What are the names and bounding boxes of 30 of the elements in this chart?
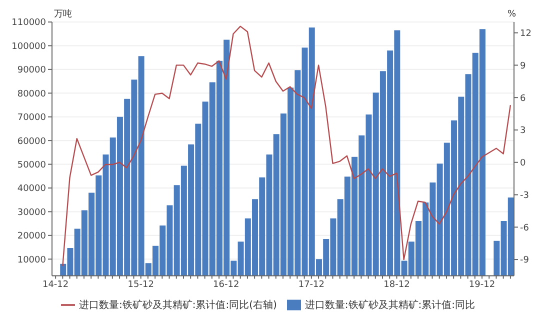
x-tick-label: 15-12 bbox=[128, 280, 154, 290]
y2-tick-label: 9 bbox=[520, 61, 526, 72]
y-tick-label: 10000 bbox=[17, 255, 46, 266]
y2-tick-label: 0 bbox=[520, 158, 526, 169]
y2-tick-label: -3 bbox=[520, 190, 529, 201]
legend-label: 进口数量:铁矿砂及其精矿:累计值:同比 bbox=[304, 300, 476, 311]
x-tick-label: 16-12 bbox=[213, 280, 240, 290]
y-tick-label: 110000 bbox=[12, 18, 46, 28]
y-tick-label: 20000 bbox=[17, 232, 46, 242]
x-tick-label: 19-12 bbox=[468, 280, 496, 290]
y2-tick-label: -9 bbox=[520, 256, 530, 266]
x-tick-label: 18-12 bbox=[384, 280, 410, 290]
y2-tick-label: 12 bbox=[520, 28, 532, 39]
y2-tick-label: 3 bbox=[520, 126, 526, 136]
y-tick-label: 90000 bbox=[17, 66, 46, 76]
x-tick-label: 17-12 bbox=[298, 280, 325, 290]
y-tick-label: 40000 bbox=[17, 184, 46, 194]
y2-axis-title: % bbox=[507, 9, 516, 20]
y-tick-label: 70000 bbox=[17, 113, 46, 124]
line-series bbox=[62, 26, 512, 267]
y2-tick-label: 6 bbox=[520, 94, 526, 104]
y-tick-label: 100000 bbox=[12, 42, 46, 52]
y-axis-title: 万吨 bbox=[54, 8, 72, 20]
y-tick-label: 60000 bbox=[17, 136, 46, 147]
legend-label: 进口数量:铁矿砂及其精矿:累计值:同比(右轴) bbox=[78, 300, 277, 311]
x-tick-label: 14-12 bbox=[42, 280, 69, 290]
y-tick-label: 80000 bbox=[17, 89, 46, 100]
y-tick-label: 50000 bbox=[17, 160, 46, 170]
y-tick-label: 30000 bbox=[17, 208, 46, 218]
y2-tick-label: -6 bbox=[520, 223, 530, 234]
